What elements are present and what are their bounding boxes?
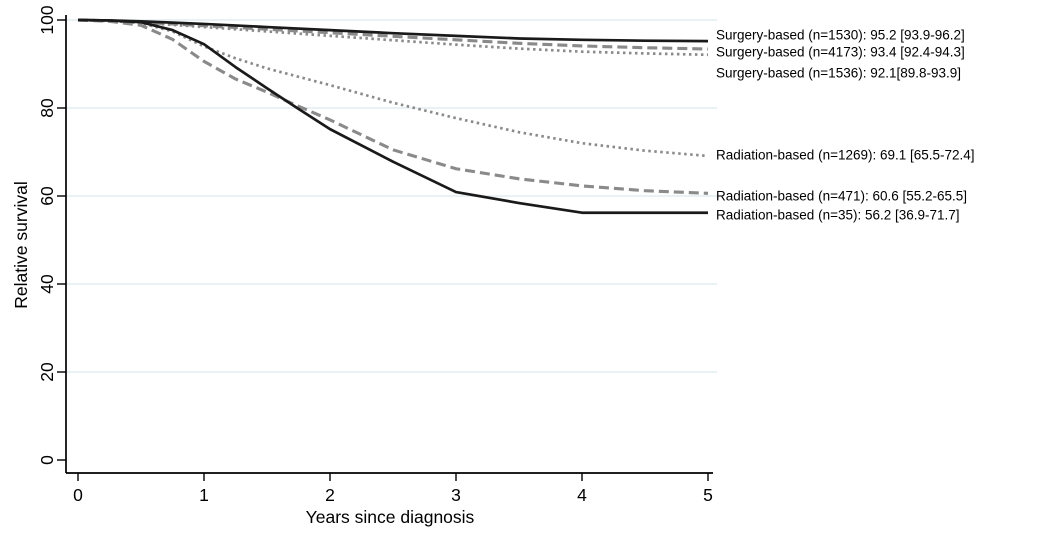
series-label-radiation-471: Radiation-based (n=471): 60.6 [55.2-65.5… [716, 189, 967, 204]
y-tick-label: 40 [37, 274, 57, 294]
y-tick-label: 0 [37, 455, 57, 465]
x-tick-label: 1 [199, 485, 209, 505]
series-label-radiation-35: Radiation-based (n=35): 56.2 [36.9-71.7] [716, 207, 960, 222]
x-tick-label: 3 [451, 485, 461, 505]
curve-radiation-35 [77, 18, 708, 215]
curve-surgery-1536 [77, 18, 709, 57]
curve-radiation-1269 [77, 18, 709, 158]
y-axis-title: Relative survival [11, 181, 31, 309]
series-label-surgery-4173: Surgery-based (n=4173): 93.4 [92.4-94.3] [716, 45, 965, 60]
x-axis-title: Years since diagnosis [305, 507, 475, 527]
x-tick-label: 4 [577, 485, 587, 505]
x-tick-label: 2 [325, 485, 335, 505]
series-label-surgery-1536: Surgery-based (n=1536): 92.1[89.8-93.9] [716, 65, 961, 80]
x-tick-label: 5 [703, 485, 713, 505]
y-tick-label: 20 [37, 362, 57, 382]
x-tick-label: 0 [73, 485, 83, 505]
curve-radiation-471 [77, 18, 709, 195]
y-tick-label: 100 [37, 5, 57, 34]
y-tick-label: 80 [37, 98, 57, 118]
series-label-radiation-1269: Radiation-based (n=1269): 69.1 [65.5-72.… [716, 148, 975, 163]
y-tick-label: 60 [37, 186, 57, 206]
series-label-surgery-1530: Surgery-based (n=1530): 95.2 [93.9-96.2] [716, 27, 965, 42]
